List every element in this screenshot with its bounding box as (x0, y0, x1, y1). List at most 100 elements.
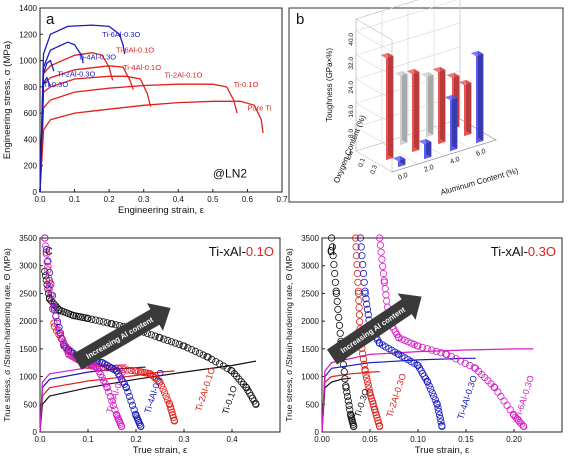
panel-d-hardening-marker (353, 269, 361, 278)
panel-c-hardening-marker (43, 258, 51, 266)
panel-c-hardening-marker (127, 366, 135, 375)
panel-c-hardening-marker (49, 298, 57, 306)
panel-d-hardening-marker (371, 406, 379, 414)
panel-c-hardening-marker (164, 336, 172, 344)
panel-c-hardening-marker (212, 357, 220, 366)
panel-c-hardening-marker (156, 378, 164, 386)
panel-d-hardening-marker (494, 388, 502, 396)
panel-d-hardening-marker (367, 394, 376, 403)
panel-d-hardening-marker (375, 234, 384, 242)
panel-c-hardening-marker (58, 335, 66, 343)
panel-d-hardening-marker (351, 234, 360, 242)
panel-c-hardening-marker (204, 353, 212, 361)
panel-d-hardening-marker (344, 397, 352, 405)
panel-c-hardening-marker (122, 384, 131, 392)
panel-c-hardening-marker (166, 403, 174, 411)
panel-d-hardening-marker (360, 278, 368, 286)
panel-a-curve-label: Ti-6Al-0.3O (102, 30, 140, 39)
panel-b-ztick-label: 8.0 (348, 129, 355, 138)
panel-d-ytick-label: 500 (306, 400, 320, 409)
panel-c-hardening-marker (92, 316, 100, 324)
panel-a-series-line (39, 83, 238, 193)
panel-d-hardening-marker (363, 300, 371, 308)
panel-c-hardening-marker (47, 280, 55, 288)
panel-c-hardening-marker (237, 378, 245, 386)
panel-d-hardening-marker (376, 241, 384, 249)
panel-b-letter: b (296, 11, 304, 28)
panel-a-series-line (39, 24, 126, 193)
panel-b-bar-top (394, 70, 408, 77)
panel-b-bar-side (388, 52, 394, 158)
panel-a-curve-label: Ti-6Al-0.1O (116, 46, 154, 55)
panel-d-hardening-marker (332, 289, 340, 297)
panel-c-hardening-marker (55, 328, 63, 336)
panel-c-hardening-marker (208, 355, 216, 363)
panel-d-hardening-marker (336, 329, 344, 337)
panel-c-hardening-marker (106, 392, 114, 401)
panel-b-bar-side (466, 79, 472, 134)
panel-c-hardening-marker (41, 242, 50, 250)
panel-c-hardening-marker (44, 266, 52, 274)
panel-d-xtick-label: 0.00 (314, 435, 330, 444)
panel-b-ytick-label: 0.1 (357, 157, 367, 168)
panel-d-hardening-marker (363, 378, 372, 386)
panel-a-ytick-label: 400 (24, 135, 38, 144)
panel-d-hardening-marker (423, 378, 432, 386)
panel-d-hardening-marker (333, 297, 341, 305)
panel-d-hardening-marker (355, 311, 363, 319)
panel-d-hardening-marker (428, 389, 436, 397)
panel-c-hardening-marker (42, 250, 50, 258)
panel-b-bar-side (478, 50, 484, 141)
panel-c-hardening-marker (252, 400, 260, 408)
panel-d-hardening-marker (331, 269, 339, 278)
panel-d-arrow: Increasing Al content (326, 293, 422, 365)
panel-d-hardening-marker (352, 243, 360, 251)
panel-c-hardening-marker (52, 312, 60, 320)
panel-c-hardening-marker (125, 392, 134, 401)
panel-c-hardening-marker (157, 382, 166, 390)
panel-a-xtick-label: 0.3 (138, 195, 150, 204)
panel-d-hardening-marker (328, 243, 336, 251)
panel-c-hardening-marker (219, 362, 227, 370)
panel-d-ytick-label: 2500 (301, 289, 319, 298)
panel-c-hardening-marker (188, 345, 196, 354)
panel-c-xtick-label: 0.1 (82, 435, 94, 444)
panel-d: 0.00 0.05 0.10 0.15 0.20 0 500 1000 1500 2000 2500… (284, 234, 563, 456)
panel-c-hardening-marker (95, 317, 104, 325)
panel-d-title: Ti-xAl-0.3O (491, 244, 556, 259)
panel-b-bar-top (392, 155, 406, 162)
panel-d-hardening-marker (435, 411, 444, 419)
panel-c-hardening-marker (160, 335, 168, 343)
panel-c-hardening-marker (151, 332, 159, 340)
panel-d-ytick-label: 3500 (301, 234, 319, 243)
panel-c-hardening-marker (61, 342, 69, 350)
panel-d-hardening-marker (443, 350, 451, 358)
panel-d-hardening-marker (377, 248, 385, 256)
panel-d-ytick-label: 1000 (301, 373, 319, 382)
panel-b-floor (391, 118, 497, 173)
panel-d-hardening-marker (395, 334, 403, 342)
panel-d-hardening-marker (375, 422, 384, 431)
panel-c-hardening-marker (109, 401, 117, 409)
panel-d-hardening-marker (359, 355, 368, 363)
panel-d-hardening-marker (345, 401, 353, 409)
panel-a-xtick-label: 0.7 (276, 195, 288, 204)
panel-d-xtick-label: 0.20 (506, 435, 522, 444)
panel-c-curve-label: Ti-0.1O (220, 384, 239, 415)
panel-c-hardening-marker (228, 367, 236, 375)
panel-d-hardening-marker (362, 370, 370, 379)
panel-d-hardening-marker (332, 287, 340, 295)
panel-c-hardening-marker (141, 369, 149, 377)
panel-c-hardening-marker (103, 384, 111, 392)
panel-c-hardening-marker (170, 417, 178, 425)
panel-d-hardening-marker (373, 414, 381, 422)
panel-d-hardening-marker (356, 318, 364, 326)
panel-d-hardening-marker (379, 269, 387, 278)
panel-d-hardening-marker (335, 321, 344, 329)
panel-d-hardening-marker (518, 420, 526, 428)
panel-d-hardening-marker (428, 346, 436, 354)
panel-d-hardening-marker (327, 234, 336, 242)
panel-c-hardening-marker (108, 320, 116, 328)
panel-d-hardening-marker (356, 234, 364, 242)
panel-b: b 8.0 16.0 24.0 32.0 40.0 Toughness (GPa×%) 0.0… (288, 0, 564, 203)
